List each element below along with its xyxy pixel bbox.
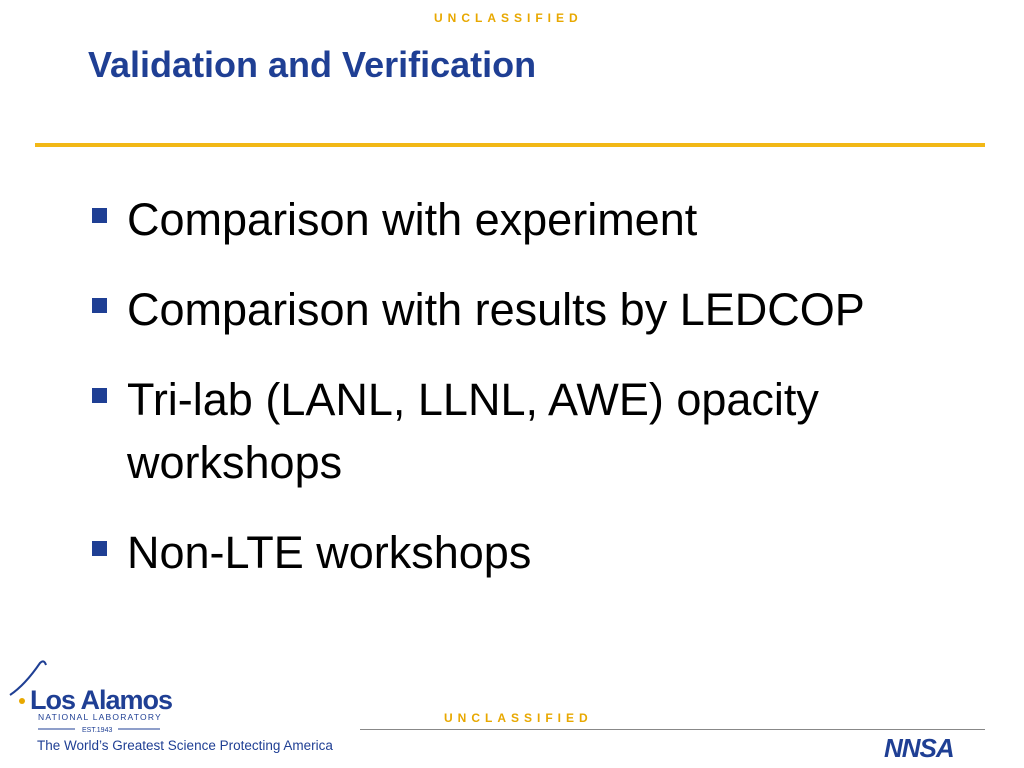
footer-rule [360, 729, 985, 730]
agency-logo: NNSA [884, 733, 955, 763]
bullet: Comparison with results by LEDCOP [90, 278, 920, 341]
bullet: Comparison with experiment [90, 188, 920, 251]
bullet: Tri-lab (LANL, LLNL, AWE) opacity worksh… [90, 368, 920, 494]
lab-logo: Los Alamos NATIONAL LABORATORY EST.1943 … [9, 660, 333, 753]
logo-name: Los Alamos [30, 685, 172, 715]
classification-bottom: UNCLASSIFIED [444, 711, 593, 725]
slide-title: Validation and Verification [88, 44, 537, 85]
tagline: The World’s Greatest Science Protecting … [37, 738, 333, 753]
classification-top: UNCLASSIFIED [434, 11, 583, 25]
logo-sub: NATIONAL LABORATORY [38, 712, 162, 722]
bullet: Non-LTE workshops [90, 521, 920, 584]
title-rule [35, 143, 985, 147]
logo-est: EST.1943 [82, 727, 112, 734]
bullet-list: Comparison with experiment Comparison wi… [90, 188, 920, 611]
